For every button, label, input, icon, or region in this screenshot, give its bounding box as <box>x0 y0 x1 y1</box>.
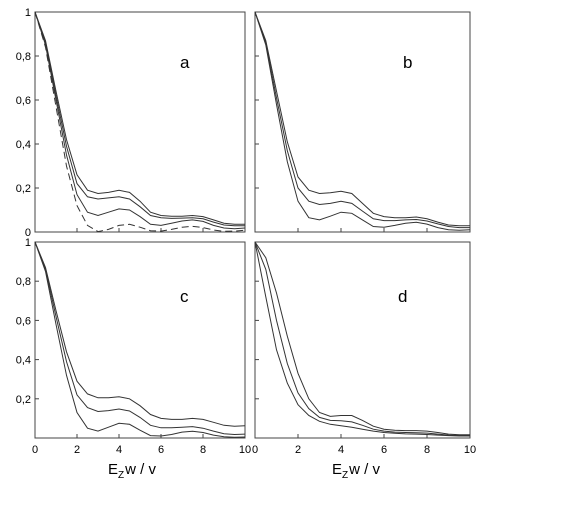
series-line-3 <box>34 241 246 438</box>
x-tick-label: 8 <box>424 444 430 456</box>
x-axis-label-right: EZw / v <box>332 461 380 481</box>
x-tick-label: 8 <box>200 444 206 456</box>
series-line-1 <box>34 11 245 225</box>
y-tick-label: 1 <box>25 237 31 249</box>
panel-label: c <box>180 287 189 306</box>
series-line-3 <box>254 241 470 437</box>
y-tick-label: 0,6 <box>16 95 31 107</box>
series-line-1 <box>34 241 246 427</box>
x-tick-label: 10 <box>239 444 251 456</box>
series-line-1 <box>254 241 470 436</box>
series-line-2 <box>254 11 470 229</box>
x-tick-label: 4 <box>338 444 344 456</box>
plot-frame <box>254 11 471 233</box>
x-tick-label: 0 <box>32 444 38 456</box>
series-line-1 <box>254 11 470 227</box>
panel-c: 0,20,40,60,810 2 4 6 8 10c <box>16 237 251 456</box>
x-tick-label: 6 <box>381 444 387 456</box>
x-tick-label: 2 <box>295 444 301 456</box>
panel-b: b <box>254 11 471 233</box>
x-tick-label: 6 <box>158 444 164 456</box>
y-tick-label: 0,8 <box>16 276 31 288</box>
panel-label: b <box>403 53 412 72</box>
panel-label: d <box>398 287 407 306</box>
plot-frame <box>34 11 246 233</box>
series-line-2 <box>34 11 245 227</box>
y-tick-label: 0,2 <box>16 394 31 406</box>
series-line-2 <box>34 241 246 436</box>
plot-frame <box>34 241 246 439</box>
panel-label: a <box>180 53 190 72</box>
y-tick-label: 0,6 <box>16 315 31 327</box>
y-tick-label: 1 <box>25 7 31 19</box>
series-line-4 <box>34 11 246 233</box>
panel-a: 0 0,2 0,4 0,6 0,8 1 a <box>16 7 246 239</box>
y-tick-label: 0 <box>25 227 31 239</box>
x-tick-label: 0 <box>252 444 258 456</box>
y-tick-label: 0,4 <box>16 139 31 151</box>
y-tick-label: 0,4 <box>16 355 31 367</box>
x-tick-label: 4 <box>116 444 122 456</box>
panel-d: 0 2 4 6 8 10 d <box>252 241 476 456</box>
y-tick-label: 0,8 <box>16 51 31 63</box>
plot-frame <box>254 241 471 439</box>
x-tick-label: 10 <box>464 444 476 456</box>
series-line-2 <box>254 241 470 436</box>
y-tick-label: 0,2 <box>16 183 31 195</box>
x-axis-label-left: EZw / v <box>108 461 156 481</box>
series-line-3 <box>254 11 471 231</box>
series-line-3 <box>34 11 246 230</box>
x-tick-label: 2 <box>74 444 80 456</box>
